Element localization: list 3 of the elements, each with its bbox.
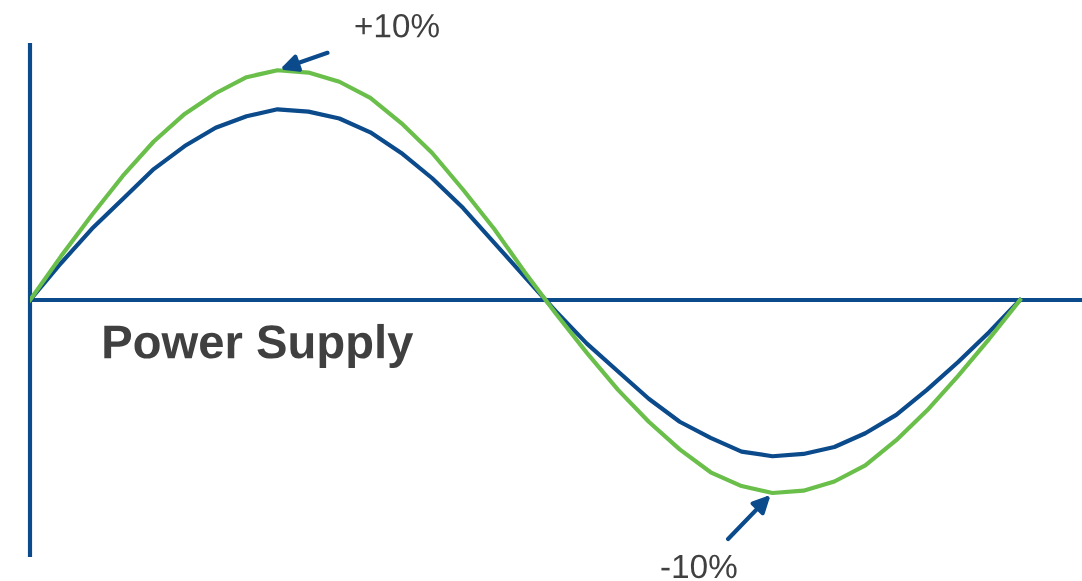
- text: +10%: [355, 13, 439, 38]
- text: Power Supply: [104, 323, 414, 368]
- text: -10%: [661, 554, 737, 579]
